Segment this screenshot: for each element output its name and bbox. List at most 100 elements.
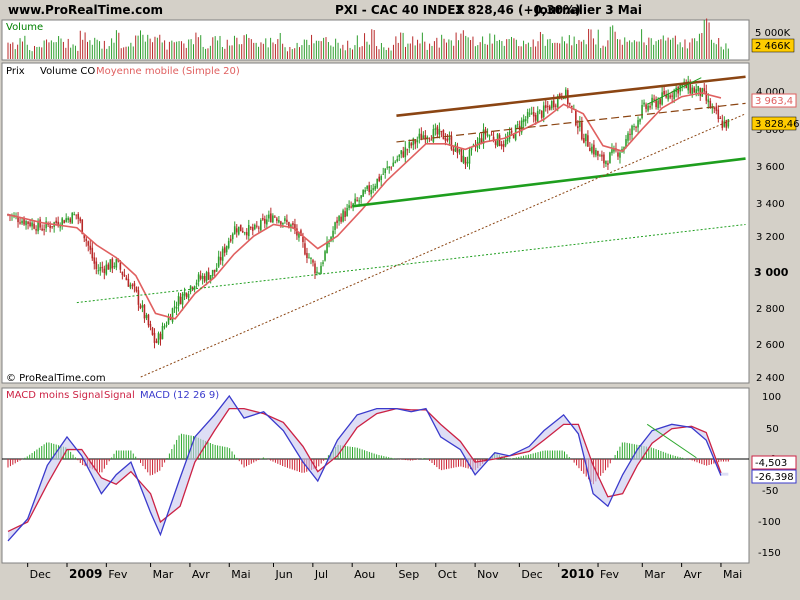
candle bbox=[601, 150, 603, 161]
candle-body bbox=[151, 327, 154, 335]
candle-body bbox=[450, 136, 453, 150]
candle-body bbox=[506, 138, 509, 142]
candle-body bbox=[51, 226, 53, 228]
candle bbox=[111, 257, 114, 274]
candle bbox=[442, 129, 445, 140]
candle bbox=[376, 178, 378, 190]
candle-body bbox=[119, 262, 122, 270]
candle-body bbox=[185, 293, 188, 297]
candle-body bbox=[284, 218, 286, 221]
candle-body bbox=[71, 212, 74, 224]
candle-body bbox=[193, 286, 196, 290]
candle-body bbox=[29, 222, 31, 227]
candle bbox=[633, 123, 635, 131]
candle-body bbox=[107, 264, 110, 270]
macd-tick-neg100: -100 bbox=[758, 517, 781, 528]
x-tick-label: Fev bbox=[108, 568, 127, 581]
candle-body bbox=[707, 99, 710, 103]
candle bbox=[504, 133, 507, 148]
candle-body bbox=[139, 305, 142, 309]
x-tick-label: Aou bbox=[354, 568, 375, 581]
candle-body bbox=[163, 326, 166, 328]
candle bbox=[97, 264, 100, 275]
candle bbox=[318, 272, 320, 275]
candle bbox=[237, 226, 240, 236]
candle-body bbox=[237, 226, 240, 235]
candle-body bbox=[456, 146, 459, 154]
price-panel[interactable] bbox=[1, 62, 750, 384]
candle bbox=[434, 123, 437, 136]
candle-body bbox=[454, 144, 457, 152]
candle bbox=[575, 108, 577, 127]
long-term-green-trendline bbox=[76, 223, 746, 304]
candle bbox=[418, 128, 421, 144]
candle-body bbox=[115, 259, 118, 268]
candle bbox=[43, 224, 45, 236]
candle-body bbox=[723, 121, 726, 127]
x-axis: Dec 2009 Fev Mar Avr Mai Jun Jul Aou Sep Oct Nov Dec… bbox=[27, 563, 742, 581]
candle-body bbox=[544, 105, 547, 108]
candle bbox=[585, 133, 587, 147]
candle bbox=[390, 166, 393, 171]
candle-body bbox=[93, 257, 96, 264]
candle-body bbox=[131, 284, 134, 286]
candle-body bbox=[691, 87, 694, 95]
candle bbox=[661, 85, 663, 106]
candle bbox=[639, 118, 641, 125]
candle-body bbox=[416, 140, 419, 143]
candle-body bbox=[649, 106, 651, 108]
candle bbox=[540, 110, 543, 120]
candle-body bbox=[360, 195, 362, 199]
candle-body bbox=[687, 81, 690, 91]
candle-body bbox=[101, 267, 104, 269]
candle-body bbox=[302, 236, 304, 243]
candle bbox=[386, 160, 389, 170]
candle-body bbox=[276, 218, 278, 221]
candle bbox=[79, 216, 82, 224]
candle-body bbox=[318, 272, 320, 274]
volume-label: Volume bbox=[6, 22, 43, 33]
volume-last-box bbox=[751, 38, 795, 53]
candle bbox=[310, 257, 312, 265]
candle bbox=[721, 114, 724, 131]
candle-body bbox=[721, 120, 724, 129]
candle bbox=[460, 148, 463, 163]
candle bbox=[145, 312, 148, 321]
candle bbox=[715, 102, 718, 115]
candle bbox=[189, 285, 192, 295]
candle-body bbox=[342, 210, 344, 222]
candle-body bbox=[245, 232, 248, 236]
candle bbox=[544, 99, 547, 112]
candle-body bbox=[348, 205, 350, 208]
candle-body bbox=[306, 252, 308, 259]
instrument-title: PXI - CAC 40 INDEX bbox=[335, 3, 465, 17]
candle bbox=[370, 185, 372, 198]
candle-body bbox=[219, 257, 222, 261]
candle bbox=[245, 228, 248, 240]
candle bbox=[306, 247, 308, 264]
long-term-support-trendline bbox=[140, 113, 746, 378]
candle bbox=[115, 256, 118, 271]
trendlines bbox=[76, 75, 746, 378]
site-url[interactable]: www.ProRealTime.com bbox=[8, 3, 163, 17]
candle-body bbox=[61, 218, 63, 225]
candle bbox=[163, 323, 166, 330]
candle-body bbox=[187, 294, 190, 299]
candle-body bbox=[63, 220, 65, 224]
candle bbox=[141, 300, 144, 313]
candle bbox=[87, 240, 90, 252]
x-tick-label: Dec bbox=[521, 568, 542, 581]
candle-body bbox=[217, 256, 220, 267]
candle bbox=[526, 108, 529, 124]
candle-body bbox=[581, 122, 583, 140]
candle bbox=[609, 151, 611, 164]
candle bbox=[201, 273, 204, 285]
candle bbox=[312, 258, 314, 267]
candle-body bbox=[336, 220, 338, 224]
candle-body bbox=[59, 226, 61, 228]
candle bbox=[691, 84, 694, 98]
signal-label: Signal bbox=[104, 390, 135, 401]
candle bbox=[221, 246, 224, 266]
candle-body bbox=[637, 120, 639, 128]
candle-body bbox=[282, 222, 284, 225]
